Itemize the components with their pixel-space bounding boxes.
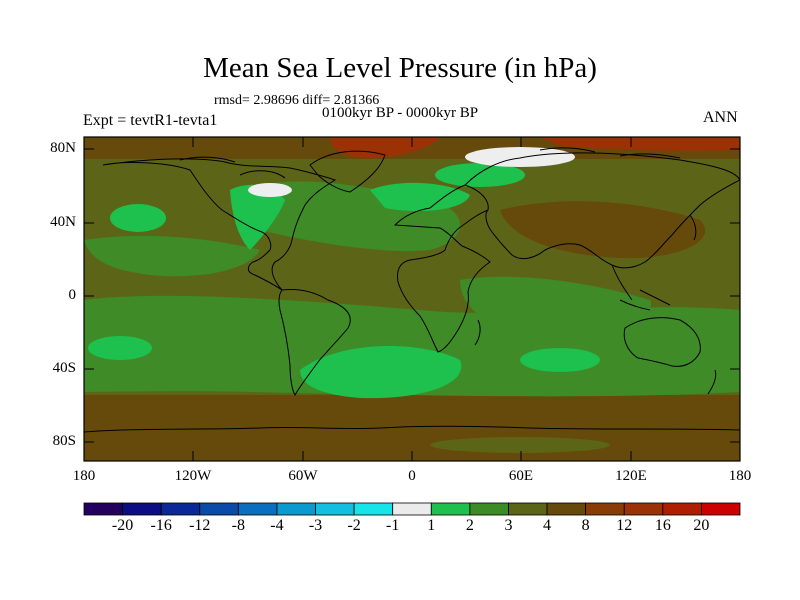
lon-label-60w: 60W	[288, 468, 318, 484]
lon-label-0: 0	[408, 468, 416, 484]
coast-madagascar	[474, 319, 481, 346]
colorbar-swatch-3	[199, 502, 239, 516]
plot-title: Mean Sea Level Pressure (in hPa)	[203, 52, 597, 84]
field-arctic-white-west	[248, 183, 292, 197]
lon-ticks	[83, 137, 741, 461]
colorbar-swatch-10	[469, 502, 509, 516]
colorbar-label-1: -16	[150, 517, 172, 534]
pressure-field	[84, 137, 740, 461]
colorbar-swatch-2	[160, 502, 201, 516]
colorbar-swatch-14	[623, 502, 664, 516]
lon-label-60e: 60E	[508, 468, 534, 484]
lat-label-80n: 80N	[50, 140, 76, 156]
lat-label-0: 0	[68, 287, 77, 303]
colorbar-label-12: 8	[581, 517, 590, 534]
lat-label-40n: 40N	[50, 214, 76, 230]
field-south-atlantic-bright	[300, 346, 462, 399]
coastlines	[84, 147, 740, 433]
field-southeast-pacific-bright	[88, 336, 152, 360]
field-north-atlantic-bright	[370, 182, 470, 212]
lon-label-180w: 180	[72, 468, 96, 484]
coast-australia	[623, 317, 701, 367]
field-south-indian-bright	[520, 348, 600, 372]
stats-text: rmsd= 2.98696 diff= 2.81366	[214, 93, 380, 108]
lon-label-120w: 120W	[174, 468, 212, 484]
colorbar-label-3: -8	[231, 517, 245, 534]
colorbar-label-10: 3	[504, 517, 513, 534]
field-north-america-bright	[230, 184, 285, 250]
colorbar-swatch-6	[315, 502, 355, 516]
lat-ticks	[84, 148, 740, 443]
colorbar-label-14: 16	[654, 517, 671, 534]
colorbar-label-7: -1	[386, 517, 400, 534]
colorbar-swatch-0	[83, 502, 123, 516]
coast-new-zealand	[707, 369, 717, 395]
colorbar	[83, 502, 741, 516]
colorbar-swatch-7	[353, 502, 394, 516]
colorbar-swatch-9	[430, 502, 471, 516]
colorbar-swatch-16	[701, 502, 741, 516]
field-central-asia-brown	[500, 201, 706, 259]
coast-south-america	[278, 289, 351, 397]
coast-greenland	[309, 150, 386, 193]
colorbar-label-11: 4	[543, 517, 552, 534]
coast-eurasia	[464, 152, 740, 269]
lat-label-80s: 80S	[52, 433, 76, 449]
colorbar-swatch-4	[237, 502, 278, 516]
period-text: 0100kyr BP - 0000kyr BP	[322, 105, 479, 121]
field-siberia-bright	[435, 163, 525, 187]
coast-europe-africa	[393, 184, 491, 353]
field-indian-green	[460, 276, 652, 330]
colorbar-swatch-12	[546, 502, 587, 516]
field-arctic-red	[540, 137, 740, 151]
season-label: ANN	[703, 109, 738, 126]
lon-label-180e: 180	[728, 468, 752, 484]
colorbar-label-2: -12	[189, 517, 211, 534]
colorbar-label-15: 20	[693, 517, 710, 534]
coast-japan	[689, 214, 697, 241]
colorbar-swatch-15	[662, 502, 702, 516]
colorbar-swatch-8	[392, 502, 432, 516]
lat-label-40s: 40S	[52, 360, 76, 376]
colorbar-label-5: -3	[308, 517, 323, 534]
field-tropic-pacific-green	[84, 235, 260, 277]
colorbar-label-8: 1	[427, 517, 436, 534]
field-antarctic-green	[430, 437, 610, 453]
lon-label-120e: 120E	[615, 468, 647, 484]
coast-antarctica	[84, 425, 740, 433]
colorbar-swatch-1	[122, 502, 162, 516]
field-arctic-white-east	[465, 147, 575, 167]
coast-southeast-asia	[611, 264, 671, 311]
colorbar-label-6: -2	[347, 517, 361, 534]
colorbar-swatch-13	[585, 502, 625, 516]
coast-north-america	[102, 158, 337, 291]
colorbar-swatch-11	[508, 502, 548, 516]
colorbar-label-0: -20	[111, 517, 134, 534]
colorbar-swatch-5	[276, 502, 316, 516]
colorbar-label-13: 12	[616, 517, 633, 534]
experiment-label: Expt = tevtR1-tevta1	[83, 112, 218, 129]
field-north-pacific-bright	[110, 204, 166, 232]
coast-arctic-islands	[179, 147, 681, 179]
colorbar-label-9: 2	[465, 517, 474, 534]
colorbar-label-4: -4	[270, 517, 284, 534]
